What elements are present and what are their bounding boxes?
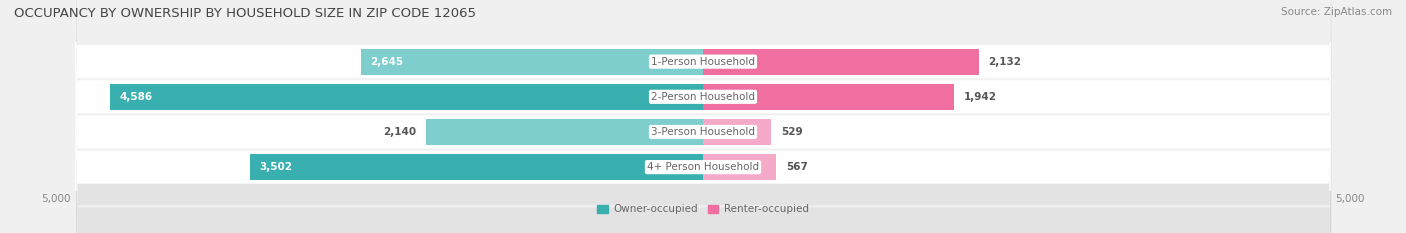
Text: 4+ Person Household: 4+ Person Household <box>647 162 759 172</box>
Text: Source: ZipAtlas.com: Source: ZipAtlas.com <box>1281 7 1392 17</box>
FancyBboxPatch shape <box>76 0 1330 233</box>
FancyBboxPatch shape <box>76 0 1331 233</box>
Text: 1-Person Household: 1-Person Household <box>651 57 755 67</box>
FancyBboxPatch shape <box>76 0 1331 233</box>
Text: 2,132: 2,132 <box>988 57 1022 67</box>
Bar <box>361 48 703 75</box>
FancyBboxPatch shape <box>76 0 1330 233</box>
Bar <box>703 84 955 110</box>
Text: 529: 529 <box>782 127 803 137</box>
Text: 2,645: 2,645 <box>371 57 404 67</box>
Text: 567: 567 <box>786 162 808 172</box>
Legend: Owner-occupied, Renter-occupied: Owner-occupied, Renter-occupied <box>593 200 813 219</box>
Bar <box>703 119 772 145</box>
FancyBboxPatch shape <box>76 0 1330 233</box>
FancyBboxPatch shape <box>76 0 1331 233</box>
Bar <box>250 154 703 180</box>
Text: 2-Person Household: 2-Person Household <box>651 92 755 102</box>
Text: 4,586: 4,586 <box>120 92 153 102</box>
FancyBboxPatch shape <box>76 0 1331 233</box>
Bar <box>703 154 776 180</box>
Text: 3-Person Household: 3-Person Household <box>651 127 755 137</box>
Bar <box>426 119 703 145</box>
Text: OCCUPANCY BY OWNERSHIP BY HOUSEHOLD SIZE IN ZIP CODE 12065: OCCUPANCY BY OWNERSHIP BY HOUSEHOLD SIZE… <box>14 7 477 20</box>
Bar <box>703 48 979 75</box>
Text: 2,140: 2,140 <box>384 127 416 137</box>
Bar <box>110 84 703 110</box>
Text: 3,502: 3,502 <box>260 162 292 172</box>
Text: 1,942: 1,942 <box>965 92 997 102</box>
FancyBboxPatch shape <box>76 0 1330 233</box>
